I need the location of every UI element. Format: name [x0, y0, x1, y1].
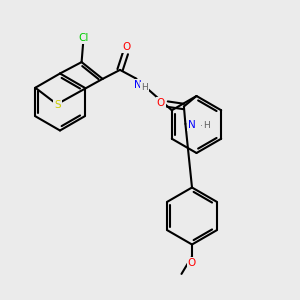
Text: Cl: Cl [78, 33, 88, 43]
Text: O: O [157, 98, 165, 109]
Text: N: N [134, 80, 142, 90]
Text: S: S [54, 100, 61, 110]
Text: O: O [188, 258, 196, 268]
Text: H: H [141, 83, 148, 92]
Text: H: H [203, 121, 210, 130]
Text: O: O [122, 42, 130, 52]
Text: -: - [200, 120, 204, 130]
Text: N: N [188, 120, 196, 130]
